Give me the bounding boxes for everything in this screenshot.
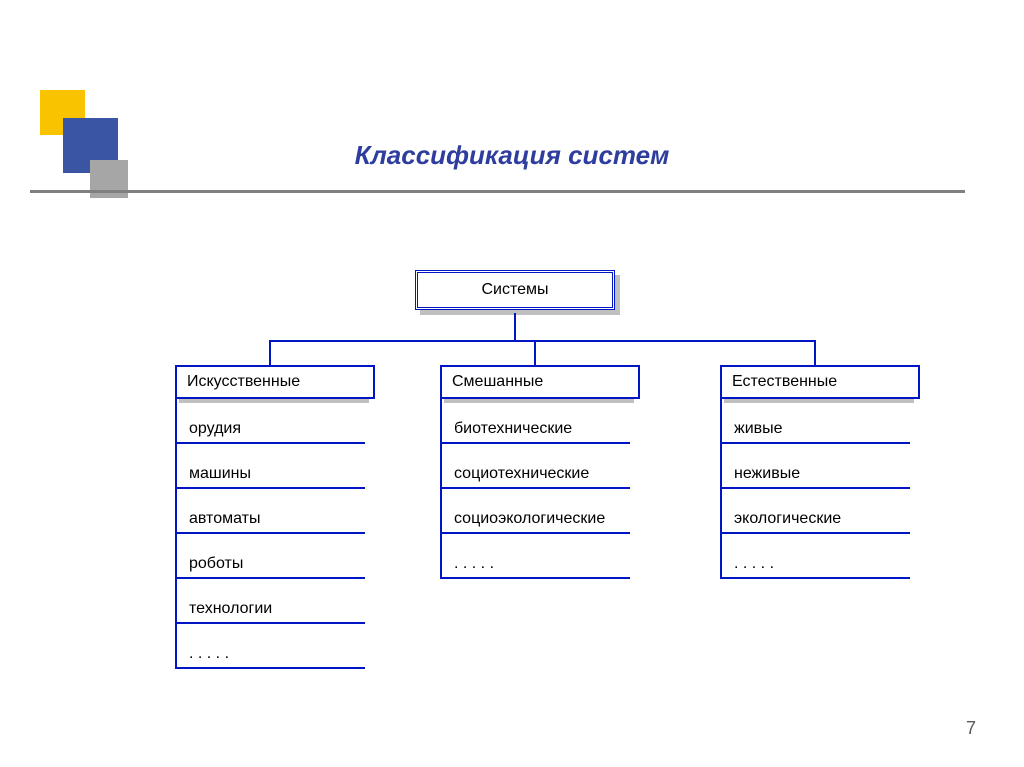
item-label: социотехнические: [454, 465, 589, 483]
item-label: биотехнические: [454, 420, 572, 438]
item-row: экологические: [720, 489, 910, 534]
item-row: . . . . .: [175, 624, 365, 669]
item-label: технологии: [189, 600, 272, 618]
item-label: . . . . .: [454, 555, 494, 573]
item-row: . . . . .: [440, 534, 630, 579]
connector: [534, 340, 536, 365]
item-label: . . . . .: [189, 645, 229, 663]
item-row: машины: [175, 444, 365, 489]
item-label: орудия: [189, 420, 241, 438]
category-label: Естественные: [720, 365, 920, 399]
item-row: социоэкологические: [440, 489, 630, 534]
item-label: экологические: [734, 510, 841, 528]
item-label: роботы: [189, 555, 243, 573]
item-row: технологии: [175, 579, 365, 624]
item-label: социоэкологические: [454, 510, 605, 528]
category-label: Искусственные: [175, 365, 375, 399]
connector: [814, 340, 816, 365]
category-label: Смешанные: [440, 365, 640, 399]
item-label: живые: [734, 420, 783, 438]
item-row: неживые: [720, 444, 910, 489]
item-label: неживые: [734, 465, 800, 483]
item-label: машины: [189, 465, 251, 483]
connector: [269, 340, 271, 365]
slide-title: Классификация систем: [0, 140, 1024, 171]
item-label: автоматы: [189, 510, 260, 528]
connector: [514, 313, 516, 340]
item-row: орудия: [175, 399, 365, 444]
item-row: . . . . .: [720, 534, 910, 579]
connector: [269, 340, 816, 342]
item-row: автоматы: [175, 489, 365, 534]
item-row: роботы: [175, 534, 365, 579]
root-label: Системы: [415, 270, 615, 310]
item-row: социотехнические: [440, 444, 630, 489]
horizontal-rule: [30, 190, 965, 193]
category-node: Смешанные: [440, 365, 630, 399]
item-label: . . . . .: [734, 555, 774, 573]
root-node: Системы: [415, 270, 615, 310]
category-node: Искусственные: [175, 365, 365, 399]
item-row: живые: [720, 399, 910, 444]
page-number: 7: [966, 718, 976, 739]
category-node: Естественные: [720, 365, 910, 399]
item-row: биотехнические: [440, 399, 630, 444]
